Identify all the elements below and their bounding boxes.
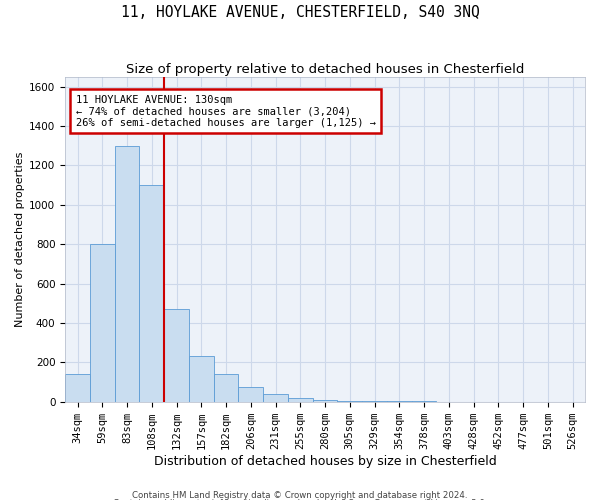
Bar [337,400,362,402]
Text: 11, HOYLAKE AVENUE, CHESTERFIELD, S40 3NQ: 11, HOYLAKE AVENUE, CHESTERFIELD, S40 3N… [121,5,479,20]
Bar [115,146,139,402]
Bar [90,244,115,402]
Bar [313,400,337,402]
Bar [189,356,214,402]
Bar [263,394,288,402]
Bar [238,387,263,402]
Bar [164,309,189,402]
Text: Contains HM Land Registry data © Crown copyright and database right 2024.: Contains HM Land Registry data © Crown c… [132,490,468,500]
Text: Contains public sector information licensed under the Open Government Licence v3: Contains public sector information licen… [113,499,487,500]
Text: 11 HOYLAKE AVENUE: 130sqm
← 74% of detached houses are smaller (3,204)
26% of se: 11 HOYLAKE AVENUE: 130sqm ← 74% of detac… [76,94,376,128]
Y-axis label: Number of detached properties: Number of detached properties [15,152,25,327]
X-axis label: Distribution of detached houses by size in Chesterfield: Distribution of detached houses by size … [154,454,496,468]
Bar [214,374,238,402]
Title: Size of property relative to detached houses in Chesterfield: Size of property relative to detached ho… [126,62,524,76]
Bar [362,401,387,402]
Bar [288,398,313,402]
Bar [65,374,90,402]
Bar [139,185,164,402]
